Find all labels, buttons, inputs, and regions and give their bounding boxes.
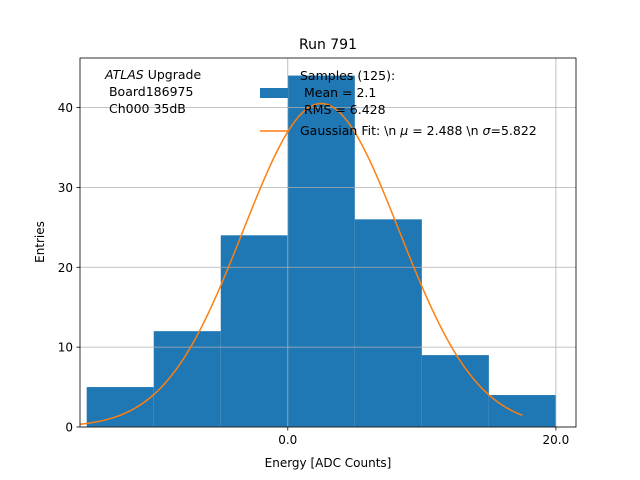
- atlas-annotation: ATLAS Upgrade Board186975 Ch000 35dB: [104, 67, 201, 116]
- y-axis-ticks: 0 10 20 30 40: [58, 101, 80, 435]
- x-tick-label: 0.0: [278, 433, 297, 447]
- x-tick-label: 20.0: [543, 433, 570, 447]
- histogram-bar: [287, 75, 355, 428]
- histogram-bar: [354, 219, 422, 427]
- board-label: Board186975: [105, 84, 193, 99]
- legend-hist-swatch: [260, 88, 288, 98]
- histogram-bar: [86, 387, 154, 427]
- legend-fit-sigma: σ: [483, 123, 492, 138]
- legend-hist-line-3: RMS = 6.428: [300, 102, 386, 117]
- legend-fit-label: Gaussian Fit: \n μ = 2.488 \n σ=5.822: [300, 123, 537, 138]
- legend: Samples (125): Mean = 2.1 RMS = 6.428 Ga…: [260, 68, 537, 138]
- histogram-bar: [488, 395, 556, 427]
- legend-hist-line-2: Mean = 2.1: [300, 85, 376, 100]
- y-tick-label: 0: [65, 421, 73, 435]
- legend-fit-prefix: Gaussian Fit: \n: [300, 123, 400, 138]
- atlas-label-line: ATLAS Upgrade: [104, 67, 201, 82]
- legend-fit-mu: μ: [399, 123, 408, 138]
- legend-hist-line-1: Samples (125):: [300, 68, 395, 83]
- plot-frame: [79, 57, 577, 428]
- gaussian-fit-curve: [79, 102, 523, 426]
- y-axis-label: Entries: [33, 221, 47, 263]
- x-axis-ticks: 0.0 20.0: [278, 427, 569, 447]
- chart-title: Run 791: [299, 37, 357, 53]
- legend-fit-suffix: =5.822: [490, 123, 536, 138]
- atlas-italic: ATLAS: [104, 67, 144, 82]
- y-tick-label: 20: [58, 261, 73, 275]
- y-tick-label: 40: [58, 101, 73, 115]
- histogram-bar: [220, 235, 288, 427]
- y-tick-label: 30: [58, 181, 73, 195]
- y-tick-label: 10: [58, 341, 73, 355]
- legend-fit-mid: = 2.488 \n: [408, 123, 482, 138]
- atlas-upgrade: Upgrade: [144, 67, 202, 82]
- histogram-bar: [153, 331, 221, 427]
- histogram-bar: [421, 355, 489, 427]
- channel-label: Ch000 35dB: [105, 101, 186, 116]
- x-axis-label: Energy [ADC Counts]: [265, 456, 392, 470]
